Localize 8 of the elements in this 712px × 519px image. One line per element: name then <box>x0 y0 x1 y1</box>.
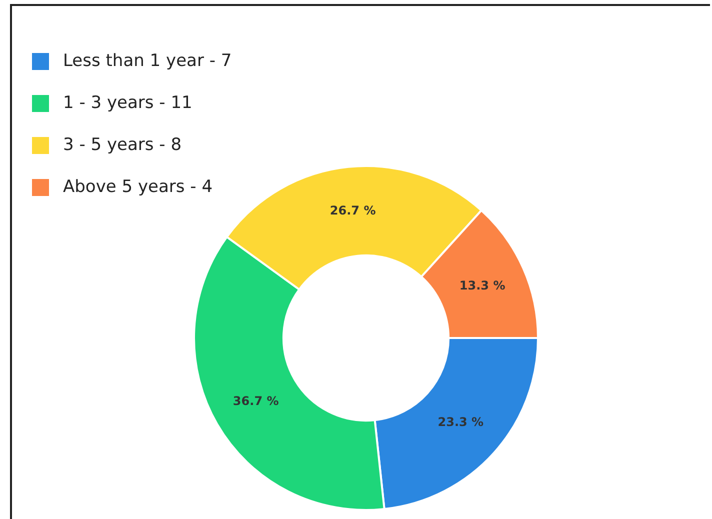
data-label: 23.3 % <box>438 415 484 430</box>
legend-label: 1 - 3 years - 11 <box>63 93 192 113</box>
legend-label: 3 - 5 years - 8 <box>63 135 182 155</box>
legend-label: Less than 1 year - 7 <box>63 51 232 71</box>
data-label: 26.7 % <box>330 204 376 218</box>
data-label: 13.3 % <box>459 278 506 292</box>
data-label: 36.7 % <box>232 394 279 408</box>
legend-label: Above 5 years - 4 <box>63 177 213 197</box>
